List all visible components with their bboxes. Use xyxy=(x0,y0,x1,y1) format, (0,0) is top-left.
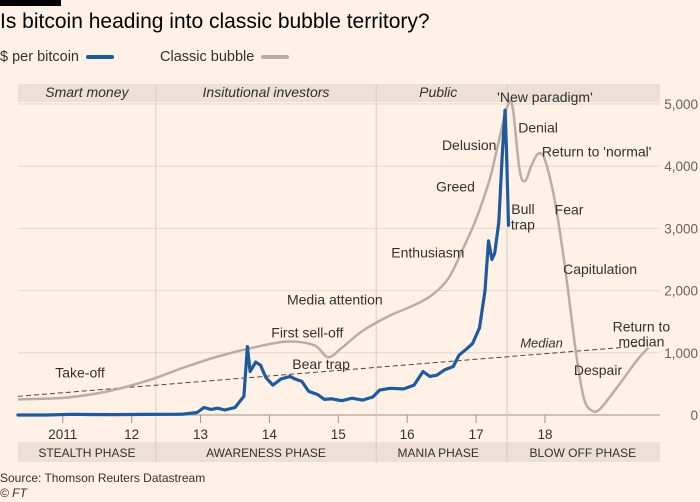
y-tick-label: 4,000 xyxy=(664,159,698,174)
median-label: Median xyxy=(520,336,563,351)
bitcoin-price-line xyxy=(16,108,511,417)
x-tick-label: 2011 xyxy=(48,427,77,442)
x-tick-label: 15 xyxy=(331,427,346,442)
annotation: trap xyxy=(511,217,535,233)
annotation: Take-off xyxy=(55,365,105,381)
annotation: Bull xyxy=(511,201,534,217)
annotation: Media attention xyxy=(287,291,383,307)
audience-label: Public xyxy=(419,84,457,100)
annotation: Return to xyxy=(613,319,671,335)
x-tick-label: 14 xyxy=(262,427,278,442)
annotation: Greed xyxy=(436,179,475,195)
phase-label: BLOW OFF PHASE xyxy=(530,446,637,460)
audience-label: Insitutional investors xyxy=(203,84,330,100)
x-tick-label: 17 xyxy=(469,427,484,442)
annotation: Fear xyxy=(555,202,584,218)
annotation: First sell-off xyxy=(271,324,343,340)
legend-swatch-bubble xyxy=(261,55,290,59)
x-tick-label: 13 xyxy=(193,427,208,442)
y-tick-label: 1,000 xyxy=(664,346,698,361)
source-note: Source: Thomson Reuters Datastream xyxy=(0,471,206,485)
x-tick-label: 12 xyxy=(124,427,139,442)
phase-band xyxy=(18,442,660,462)
audience-band xyxy=(18,84,660,102)
annotation: 'New paradigm' xyxy=(497,89,593,105)
annotation: Bear trap xyxy=(292,356,350,372)
y-tick-label: 3,000 xyxy=(664,221,698,236)
chart-title: Is bitcoin heading into classic bubble t… xyxy=(0,10,430,33)
top-rule xyxy=(0,0,61,6)
phase-label: AWARENESS PHASE xyxy=(206,446,326,460)
legend-item-price: $ per bitcoin xyxy=(0,49,114,65)
classic-bubble-line xyxy=(17,100,650,414)
annotation: Return to 'normal' xyxy=(542,143,652,159)
annotation: Delusion xyxy=(442,137,496,153)
annotation: Capitulation xyxy=(563,261,637,277)
legend-item-bubble: Classic bubble xyxy=(160,49,290,65)
annotation: Enthusiasm xyxy=(391,245,464,261)
y-tick-label: 5,000 xyxy=(664,97,698,112)
legend-label-price: $ per bitcoin xyxy=(0,49,79,65)
audience-label: Smart money xyxy=(45,84,129,100)
annotation: median xyxy=(618,334,664,350)
y-tick-label: 2,000 xyxy=(664,284,698,299)
x-tick-label: 16 xyxy=(400,427,415,442)
legend-swatch-price xyxy=(86,55,114,59)
copyright: © FT xyxy=(0,486,27,500)
y-tick-label: 0 xyxy=(690,408,698,423)
x-tick-label: 18 xyxy=(537,427,552,442)
phase-label: STEALTH PHASE xyxy=(38,446,135,460)
annotation: Despair xyxy=(574,362,623,378)
phase-label: MANIA PHASE xyxy=(398,446,479,460)
legend-label-bubble: Classic bubble xyxy=(160,49,255,65)
annotation: Denial xyxy=(518,120,558,136)
